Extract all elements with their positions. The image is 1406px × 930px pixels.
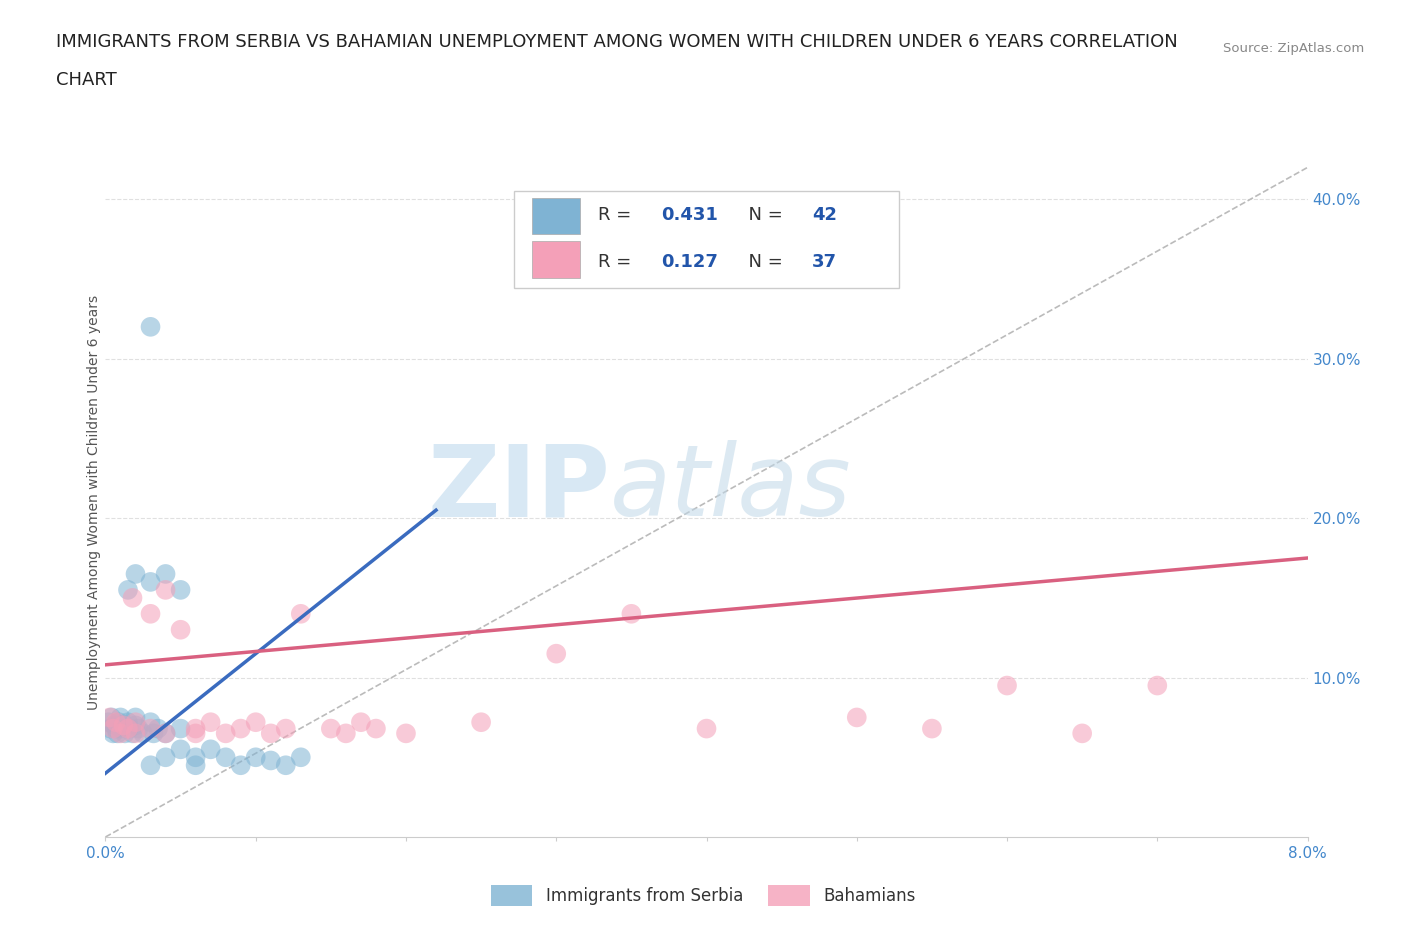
Point — [103, 718, 125, 733]
Point — [260, 753, 283, 768]
Text: IMMIGRANTS FROM SERBIA VS BAHAMIAN UNEMPLOYMENT AMONG WOMEN WITH CHILDREN UNDER : IMMIGRANTS FROM SERBIA VS BAHAMIAN UNEMP… — [56, 33, 1178, 50]
Point — [155, 726, 177, 741]
Text: ZIP: ZIP — [427, 440, 610, 538]
Point — [546, 646, 568, 661]
Point — [290, 606, 312, 621]
Point — [995, 678, 1018, 693]
Point — [229, 758, 252, 773]
Text: 0.127: 0.127 — [661, 254, 717, 272]
Point — [1071, 726, 1094, 741]
Point — [124, 715, 146, 730]
Point — [128, 721, 150, 736]
FancyBboxPatch shape — [515, 191, 898, 288]
Point — [155, 582, 177, 597]
Point — [139, 721, 162, 736]
Point — [108, 715, 131, 730]
Point — [104, 721, 127, 736]
Point — [229, 721, 252, 736]
Point — [845, 710, 868, 724]
Point — [395, 726, 418, 741]
Point — [142, 726, 165, 741]
Point — [110, 721, 132, 736]
Point — [98, 710, 121, 724]
Point — [155, 750, 177, 764]
Point — [107, 726, 129, 741]
Text: N =: N = — [737, 206, 789, 224]
Text: 37: 37 — [813, 254, 838, 272]
Point — [350, 715, 373, 730]
FancyBboxPatch shape — [533, 241, 581, 278]
Point — [124, 710, 146, 724]
Point — [117, 582, 139, 597]
Point — [184, 726, 207, 741]
Point — [101, 721, 124, 736]
Point — [184, 721, 207, 736]
Point — [121, 591, 143, 605]
Point — [169, 622, 191, 637]
Point — [121, 726, 143, 741]
Text: R =: R = — [599, 206, 637, 224]
Point — [124, 566, 146, 581]
Legend: Immigrants from Serbia, Bahamians: Immigrants from Serbia, Bahamians — [484, 879, 922, 912]
Point — [169, 742, 191, 757]
Point — [620, 606, 643, 621]
Point — [139, 758, 162, 773]
Point — [1146, 678, 1168, 693]
Point — [274, 721, 297, 736]
Point — [104, 715, 127, 730]
Point — [118, 721, 141, 736]
Point — [117, 721, 139, 736]
Point — [139, 715, 162, 730]
Point — [110, 726, 132, 741]
Point — [155, 566, 177, 581]
Point — [260, 726, 283, 741]
Point — [124, 718, 146, 733]
Point — [139, 606, 162, 621]
Point — [184, 758, 207, 773]
Point — [184, 750, 207, 764]
Point — [364, 721, 387, 736]
Point — [335, 726, 357, 741]
Text: Source: ZipAtlas.com: Source: ZipAtlas.com — [1223, 42, 1364, 55]
Point — [245, 750, 267, 764]
Point — [112, 718, 135, 733]
Point — [139, 319, 162, 334]
Point — [290, 750, 312, 764]
Point — [101, 726, 124, 741]
Point — [169, 721, 191, 736]
Point — [274, 758, 297, 773]
Point — [124, 726, 146, 741]
Point — [214, 726, 236, 741]
Point — [97, 715, 120, 730]
Point — [470, 715, 492, 730]
Point — [319, 721, 342, 736]
Point — [98, 721, 121, 736]
Text: 42: 42 — [813, 206, 838, 224]
Point — [139, 575, 162, 590]
Point — [214, 750, 236, 764]
Point — [112, 718, 135, 733]
Point — [132, 726, 155, 741]
Text: R =: R = — [599, 254, 637, 272]
Point — [117, 715, 139, 730]
Y-axis label: Unemployment Among Women with Children Under 6 years: Unemployment Among Women with Children U… — [87, 295, 101, 710]
Point — [245, 715, 267, 730]
Point — [200, 715, 222, 730]
Text: atlas: atlas — [610, 440, 852, 538]
Point — [146, 721, 169, 736]
Point — [100, 710, 122, 724]
Point — [200, 742, 222, 757]
Point — [110, 710, 132, 724]
Point — [155, 726, 177, 741]
Text: N =: N = — [737, 254, 789, 272]
Text: CHART: CHART — [56, 71, 117, 88]
Text: 0.431: 0.431 — [661, 206, 717, 224]
FancyBboxPatch shape — [533, 197, 581, 234]
Point — [921, 721, 943, 736]
Point — [114, 726, 136, 741]
Point — [169, 582, 191, 597]
Point — [696, 721, 718, 736]
